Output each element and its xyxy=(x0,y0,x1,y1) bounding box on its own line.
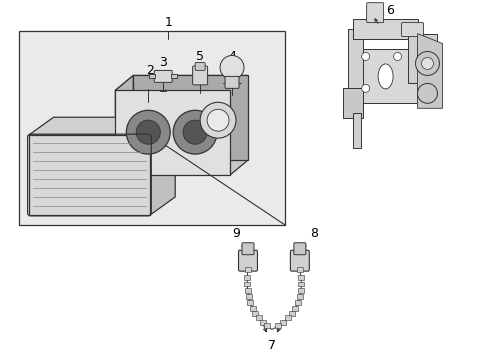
Bar xyxy=(296,294,302,299)
Bar xyxy=(244,288,250,293)
Text: 4: 4 xyxy=(227,50,236,63)
Bar xyxy=(288,311,295,316)
Polygon shape xyxy=(29,117,175,135)
Bar xyxy=(294,300,301,305)
Polygon shape xyxy=(115,75,133,175)
Text: 1: 1 xyxy=(164,16,172,29)
Polygon shape xyxy=(347,28,362,103)
FancyBboxPatch shape xyxy=(290,250,309,271)
Bar xyxy=(247,300,253,305)
Polygon shape xyxy=(352,19,417,39)
FancyBboxPatch shape xyxy=(357,49,422,103)
FancyBboxPatch shape xyxy=(401,23,423,37)
Text: 9: 9 xyxy=(232,227,240,240)
Circle shape xyxy=(207,109,228,131)
FancyBboxPatch shape xyxy=(154,71,172,82)
Circle shape xyxy=(361,53,369,60)
FancyBboxPatch shape xyxy=(342,88,362,118)
Polygon shape xyxy=(417,33,442,108)
Bar xyxy=(244,267,250,272)
Circle shape xyxy=(415,51,439,75)
Bar xyxy=(297,288,304,293)
Polygon shape xyxy=(133,75,247,160)
Bar xyxy=(296,267,302,272)
Bar xyxy=(285,315,290,320)
Circle shape xyxy=(393,53,401,60)
Polygon shape xyxy=(115,75,247,90)
FancyBboxPatch shape xyxy=(192,66,207,85)
Bar xyxy=(275,324,281,328)
FancyBboxPatch shape xyxy=(238,250,257,271)
Bar xyxy=(264,324,269,328)
Bar xyxy=(297,275,304,279)
Polygon shape xyxy=(29,135,150,215)
Bar xyxy=(244,275,250,279)
Bar xyxy=(244,282,250,287)
Bar xyxy=(298,282,304,287)
Text: 3: 3 xyxy=(159,56,167,69)
Text: 2: 2 xyxy=(146,64,154,77)
Circle shape xyxy=(361,84,369,92)
FancyBboxPatch shape xyxy=(195,62,204,71)
Polygon shape xyxy=(115,90,229,175)
FancyBboxPatch shape xyxy=(407,33,437,84)
Bar xyxy=(255,315,261,320)
Polygon shape xyxy=(229,75,247,175)
FancyBboxPatch shape xyxy=(366,3,383,23)
Bar xyxy=(292,306,298,311)
Circle shape xyxy=(200,102,236,138)
Text: 6: 6 xyxy=(385,4,393,17)
Bar xyxy=(259,320,265,325)
Circle shape xyxy=(417,84,437,103)
Bar xyxy=(149,75,155,78)
Polygon shape xyxy=(150,117,175,215)
Circle shape xyxy=(220,55,244,80)
Bar xyxy=(352,113,360,148)
FancyBboxPatch shape xyxy=(293,243,305,255)
FancyBboxPatch shape xyxy=(242,243,253,255)
Bar xyxy=(19,31,285,225)
Circle shape xyxy=(136,120,160,144)
Circle shape xyxy=(126,110,170,154)
Ellipse shape xyxy=(377,64,392,89)
Bar xyxy=(245,294,251,299)
Text: 5: 5 xyxy=(196,50,203,63)
Circle shape xyxy=(183,120,207,144)
Text: 8: 8 xyxy=(309,227,317,240)
FancyBboxPatch shape xyxy=(224,76,239,88)
Circle shape xyxy=(173,110,217,154)
Circle shape xyxy=(421,58,432,69)
Bar xyxy=(252,311,258,316)
Text: 7: 7 xyxy=(267,339,275,352)
Bar xyxy=(171,75,177,78)
Bar xyxy=(249,306,255,311)
Bar xyxy=(280,320,286,325)
